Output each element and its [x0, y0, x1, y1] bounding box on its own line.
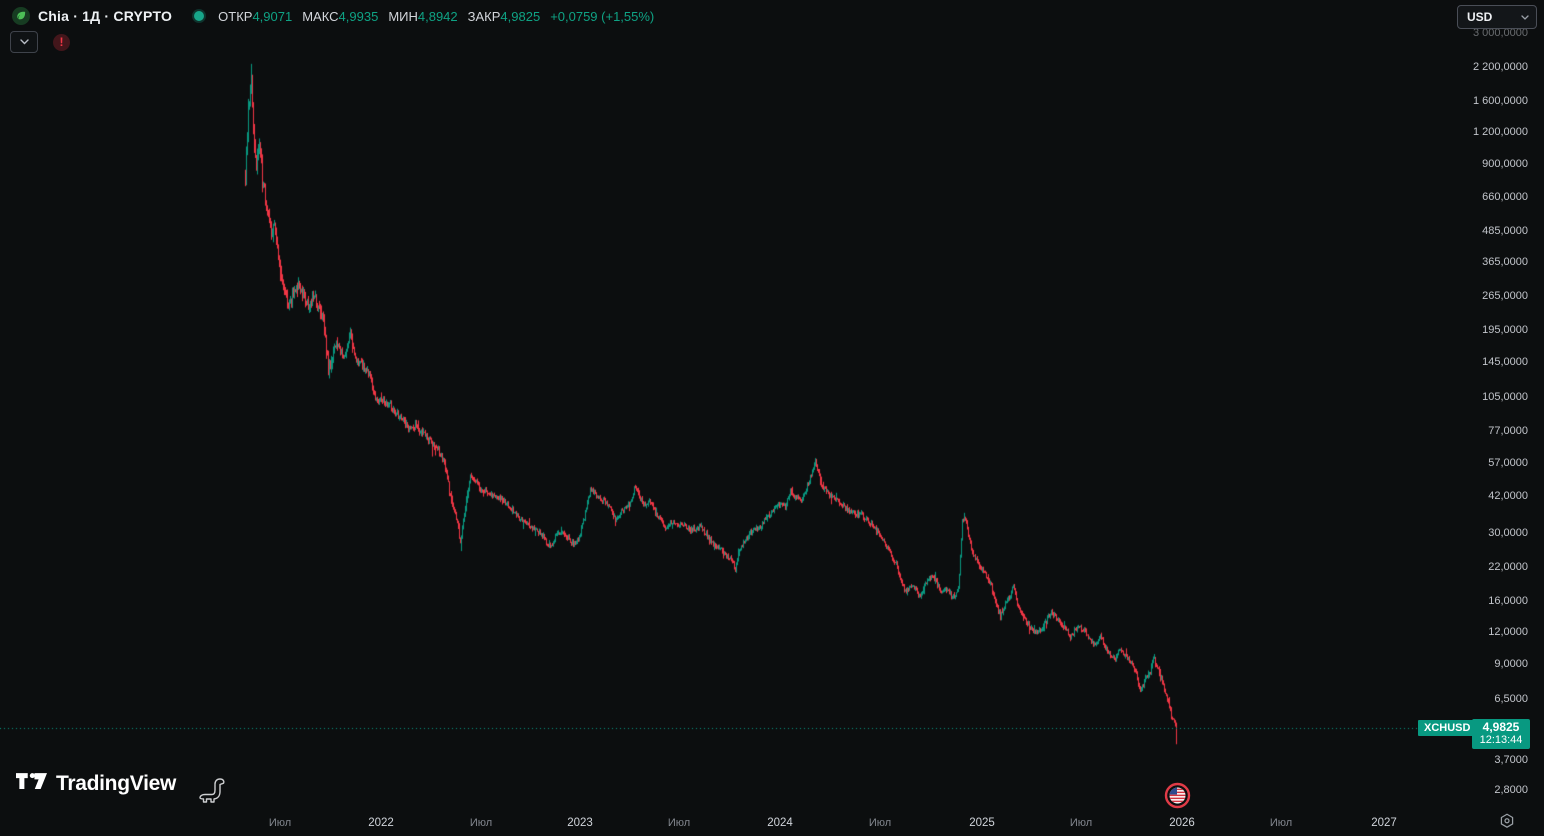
legend-toolbar: ! [10, 31, 70, 53]
tradingview-logo-icon [16, 773, 47, 790]
brand-name: TradingView [56, 772, 177, 795]
chart-legend: Chia · 1Д · CRYPTO ОТКР4,9071 МАКС4,9935… [12, 7, 654, 25]
low-value: 4,8942 [417, 8, 458, 24]
market-status-icon[interactable] [194, 11, 205, 21]
price-axis-label: 900,0000 [1482, 157, 1528, 170]
time-axis-label: 2027 [1371, 817, 1397, 829]
time-axis-label: Июл [667, 817, 691, 829]
close-value: 4,9825 [500, 8, 541, 24]
price-axis-label: 30,0000 [1488, 526, 1528, 539]
symbol-price-badge: XCHUSD [1418, 720, 1477, 736]
price-axis-label: 1 600,0000 [1472, 95, 1528, 108]
price-axis-label: 12,0000 [1488, 626, 1528, 639]
price-axis-label: 16,0000 [1488, 595, 1528, 608]
time-axis-label: Июл [1069, 817, 1093, 829]
open-label: ОТКР [218, 8, 253, 24]
dino-icon [198, 777, 228, 808]
time-axis-label: 2023 [567, 817, 593, 829]
price-axis-label: 660,0000 [1482, 191, 1528, 204]
tradingview-brand-link[interactable]: TradingView [16, 772, 176, 796]
price-axis-label: 365,0000 [1482, 255, 1528, 268]
price-axis-label: 77,0000 [1488, 424, 1528, 437]
alert-icon[interactable]: ! [53, 33, 70, 51]
price-axis-label: 2 200,0000 [1472, 60, 1528, 73]
price-axis-label: 3 000,0000 [1472, 26, 1528, 39]
price-axis-label: 22,0000 [1488, 560, 1528, 573]
time-axis-label: Июл [868, 817, 892, 829]
collapse-legend-button[interactable] [10, 31, 38, 53]
currency-dropdown[interactable]: USD [1457, 5, 1537, 29]
us-flag-event-icon[interactable] [1164, 782, 1191, 814]
currency-label: USD [1467, 10, 1493, 24]
gear-icon[interactable] [1498, 812, 1516, 835]
chevron-down-icon [1521, 14, 1529, 20]
time-axis-label: Июл [469, 817, 493, 829]
chevron-down-icon [19, 39, 29, 45]
time-axis-label: 2025 [969, 817, 995, 829]
open-value: 4,9071 [252, 8, 293, 24]
time-axis-label: 2026 [1169, 817, 1195, 829]
price-axis-label: 9,0000 [1494, 657, 1528, 670]
current-price-value: 4,9825 [1482, 720, 1520, 734]
price-axis-label: 6,5000 [1494, 693, 1528, 706]
change-value: +0,0759 (+1,55%) [550, 8, 655, 24]
price-axis-label: 145,0000 [1482, 355, 1528, 368]
time-axis[interactable]: Июл 2022 Июл 2023 Июл 2024 Июл 2025 Июл 2026 Июл 20… [0, 810, 1544, 836]
bar-countdown: 12:13:44 [1479, 734, 1523, 746]
time-axis-label: 2024 [767, 817, 793, 829]
low-label: МИН [388, 8, 418, 24]
symbol-title[interactable]: Chia · 1Д · CRYPTO [38, 8, 173, 24]
price-axis-label: 57,0000 [1488, 457, 1528, 470]
price-axis-label: 265,0000 [1482, 290, 1528, 303]
close-label: ЗАКР [467, 8, 501, 24]
price-axis-label: 2,8000 [1494, 784, 1528, 797]
price-axis-label: 3,7000 [1494, 754, 1528, 767]
high-value: 4,9935 [338, 8, 379, 24]
current-price-label: 4,9825 12:13:44 [1472, 719, 1530, 749]
price-axis-label: 195,0000 [1482, 323, 1528, 336]
chia-logo-icon [12, 7, 30, 25]
price-axis-label: 1 200,0000 [1472, 126, 1528, 139]
price-axis-label: 105,0000 [1482, 390, 1528, 403]
price-axis[interactable]: 3 000,0000 2 200,0000 1 600,0000 1 200,0000… [1434, 0, 1544, 810]
time-axis-label: Июл [268, 817, 292, 829]
high-label: МАКС [302, 8, 339, 24]
price-axis-label: 485,0000 [1482, 224, 1528, 237]
time-axis-label: Июл [1269, 817, 1293, 829]
ohlc-values: ОТКР4,9071 МАКС4,9935 МИН4,8942 ЗАКР4,98… [218, 9, 654, 24]
price-axis-label: 42,0000 [1488, 490, 1528, 503]
time-axis-label: 2022 [368, 817, 394, 829]
